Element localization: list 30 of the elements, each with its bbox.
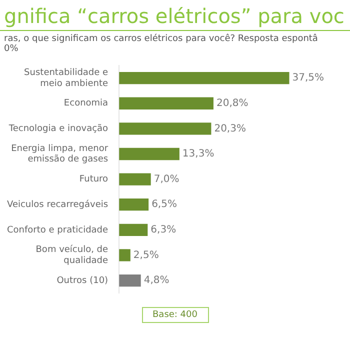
chart-subtitle: ras, o que significam os carros elétricos para você? Resposta espontâ 0%: [3, 32, 319, 56]
bar: [119, 249, 130, 262]
y-tick-label: Energia limpa, menor emissão de gases: [11, 144, 108, 165]
bar: [119, 274, 141, 287]
data-label: 13,3%: [182, 148, 214, 160]
bar: [119, 72, 290, 84]
chart-title: gnifica “carros elétricos” para voc: [0, 0, 350, 31]
bar: [119, 97, 214, 110]
bar: [119, 224, 148, 236]
bar: [119, 148, 180, 160]
y-tick-label: Futuro: [79, 174, 109, 185]
data-label: 2,5%: [133, 250, 159, 261]
data-label: 37,5%: [292, 72, 324, 84]
y-tick-label: Economia: [64, 98, 108, 109]
data-label: 4,8%: [144, 275, 170, 286]
data-label: 20,8%: [216, 98, 248, 109]
data-label: 6,5%: [152, 199, 177, 210]
bar: [119, 122, 212, 135]
data-label: 6,3%: [150, 224, 176, 236]
text: Base: 400: [142, 307, 208, 323]
data-label: 7,0%: [154, 174, 180, 185]
y-tick-label: Sustentabilidade e meio ambiente: [24, 68, 109, 89]
bar: [119, 198, 149, 211]
y-tick-label: Tecnologia e inovação: [8, 124, 109, 134]
y-tick-label: Veiculos recarregáveis: [6, 198, 108, 210]
y-tick-label: Conforto e praticidade: [7, 225, 109, 236]
y-tick-label: Outros (10): [56, 276, 108, 286]
bar: [119, 173, 151, 186]
data-label: 20,3%: [214, 123, 246, 134]
y-tick-label: Bom veículo, de qualidade: [36, 244, 109, 266]
